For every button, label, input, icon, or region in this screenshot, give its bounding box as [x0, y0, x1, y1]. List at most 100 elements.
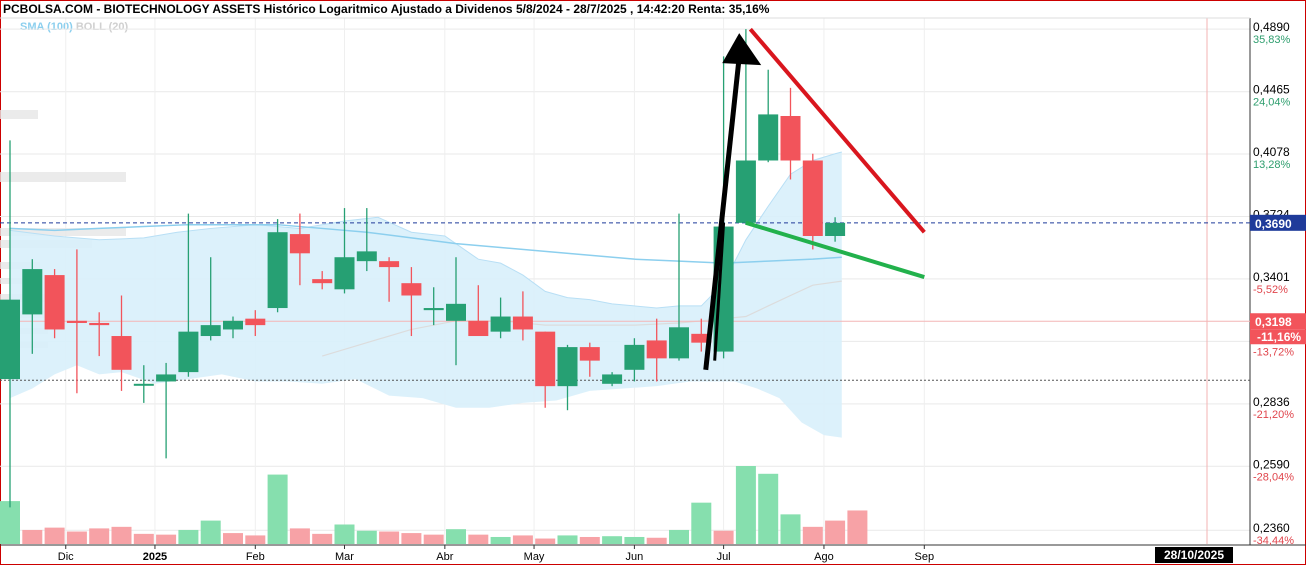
- volume-bar: [468, 534, 489, 544]
- volume-bar: [646, 537, 667, 544]
- volume-bar: [713, 530, 734, 544]
- candle-body: [245, 318, 266, 326]
- last-price-label: 0,3690: [1255, 217, 1292, 231]
- candle-body: [735, 160, 756, 223]
- y-tick-label: 0,4890: [1253, 20, 1290, 34]
- volume-bar: [289, 528, 310, 544]
- red-trend-line: [748, 27, 926, 234]
- candle-body: [579, 347, 600, 361]
- volume-bar: [245, 535, 266, 544]
- volume-bar: [267, 474, 288, 544]
- y-tick-percent: -5,52%: [1253, 284, 1288, 296]
- y-tick-percent: -21,20%: [1253, 409, 1294, 421]
- candle-body: [44, 275, 65, 330]
- volume-bar: [401, 533, 422, 544]
- volume-bar: [758, 473, 779, 544]
- candle-body: [780, 115, 801, 161]
- volume-bar: [579, 536, 600, 544]
- x-tick-label: Dic: [58, 551, 74, 563]
- volume-bar: [825, 520, 846, 544]
- x-tick-label: Feb: [246, 551, 265, 563]
- support-percent-tag: [1250, 329, 1306, 345]
- volume-bar: [44, 527, 65, 544]
- y-tick-percent: 13,28%: [1253, 159, 1291, 171]
- candle-body: [22, 269, 43, 315]
- volume-bar: [178, 529, 199, 544]
- candle-body: [356, 251, 377, 262]
- volume-bar: [669, 529, 689, 544]
- x-tick-label: Sep: [915, 551, 935, 563]
- volume-bar: [22, 529, 43, 544]
- y-tick-label: 0,2836: [1253, 395, 1290, 409]
- candle-body: [401, 283, 422, 296]
- volume-bar: [156, 534, 177, 544]
- support-percent-label: -11,16%: [1257, 330, 1301, 344]
- bollinger-upper: [9, 151, 842, 309]
- candle-body: [379, 261, 400, 268]
- sma-legend-label[interactable]: SMA (100): [20, 21, 73, 33]
- volume-bar: [802, 526, 823, 544]
- last-price-tag: [1250, 214, 1306, 231]
- volume-bar: [847, 510, 868, 544]
- support-price-label: 0,3198: [1255, 315, 1292, 329]
- candle-body: [602, 374, 623, 384]
- candle-body: [535, 331, 556, 387]
- volume-bar: [735, 466, 756, 544]
- volume-bar: [379, 531, 400, 544]
- arrow-shaft: [703, 56, 742, 371]
- black-trend-line: [713, 222, 726, 361]
- volume-bar: [334, 524, 355, 544]
- candle-body: [0, 299, 20, 380]
- volume-bar: [624, 536, 645, 544]
- volume-bar: [223, 533, 243, 544]
- candle-body: [646, 340, 667, 359]
- y-tick-percent: -28,04%: [1253, 471, 1294, 483]
- candle-body: [423, 308, 444, 311]
- candle-body: [178, 331, 199, 373]
- candle-body: [267, 232, 288, 309]
- support-price-tag: [1250, 313, 1306, 330]
- candle-body: [89, 322, 110, 326]
- bollinger-middle: [322, 280, 842, 357]
- candle-body: [334, 257, 355, 290]
- volume-bar: [780, 514, 801, 544]
- y-tick-label: 0,2360: [1253, 521, 1290, 535]
- volume-bar: [557, 535, 578, 544]
- y-tick-percent: -13,72%: [1253, 346, 1294, 358]
- x-tick-label: Jul: [717, 551, 731, 563]
- candle-body: [669, 327, 689, 359]
- volume-bar: [89, 528, 110, 544]
- candle-body: [802, 160, 823, 236]
- chart-title: PCBOLSA.COM - BIOTECHNOLOGY ASSETS Histó…: [3, 2, 770, 16]
- x-tick-label: Ago: [814, 551, 834, 563]
- y-tick-percent: -34,44%: [1253, 535, 1294, 547]
- candle-body: [825, 222, 846, 236]
- volume-bar: [133, 533, 154, 544]
- history-overlay-bar: [0, 228, 126, 236]
- volume-bar: [356, 530, 377, 544]
- y-tick-label: 0,2590: [1253, 457, 1290, 471]
- arrow-head: [722, 33, 762, 66]
- y-tick-label: 0,4465: [1253, 83, 1290, 97]
- volume-bar: [111, 526, 132, 544]
- x-tick-label: Mar: [335, 551, 354, 563]
- candle-body: [446, 303, 466, 321]
- volume-bar: [535, 538, 556, 544]
- candle-body: [111, 336, 132, 370]
- y-tick-label: 0,3401: [1253, 270, 1290, 284]
- history-overlay-bar: [0, 172, 126, 182]
- volume-bar: [602, 536, 623, 544]
- candle-body: [133, 383, 154, 386]
- candle-body: [66, 320, 87, 323]
- volume-bar: [446, 529, 466, 544]
- volume-bar: [490, 536, 511, 544]
- candle-body: [223, 320, 243, 330]
- volume-bar: [200, 520, 221, 544]
- boll-legend-label[interactable]: BOLL (20): [75, 21, 129, 33]
- indicator-legend: SMA (100) BOLL (20): [20, 21, 128, 33]
- candle-body: [758, 114, 779, 161]
- candle-body: [624, 344, 645, 370]
- volume-bar: [423, 534, 444, 544]
- green-trend-line: [745, 220, 925, 280]
